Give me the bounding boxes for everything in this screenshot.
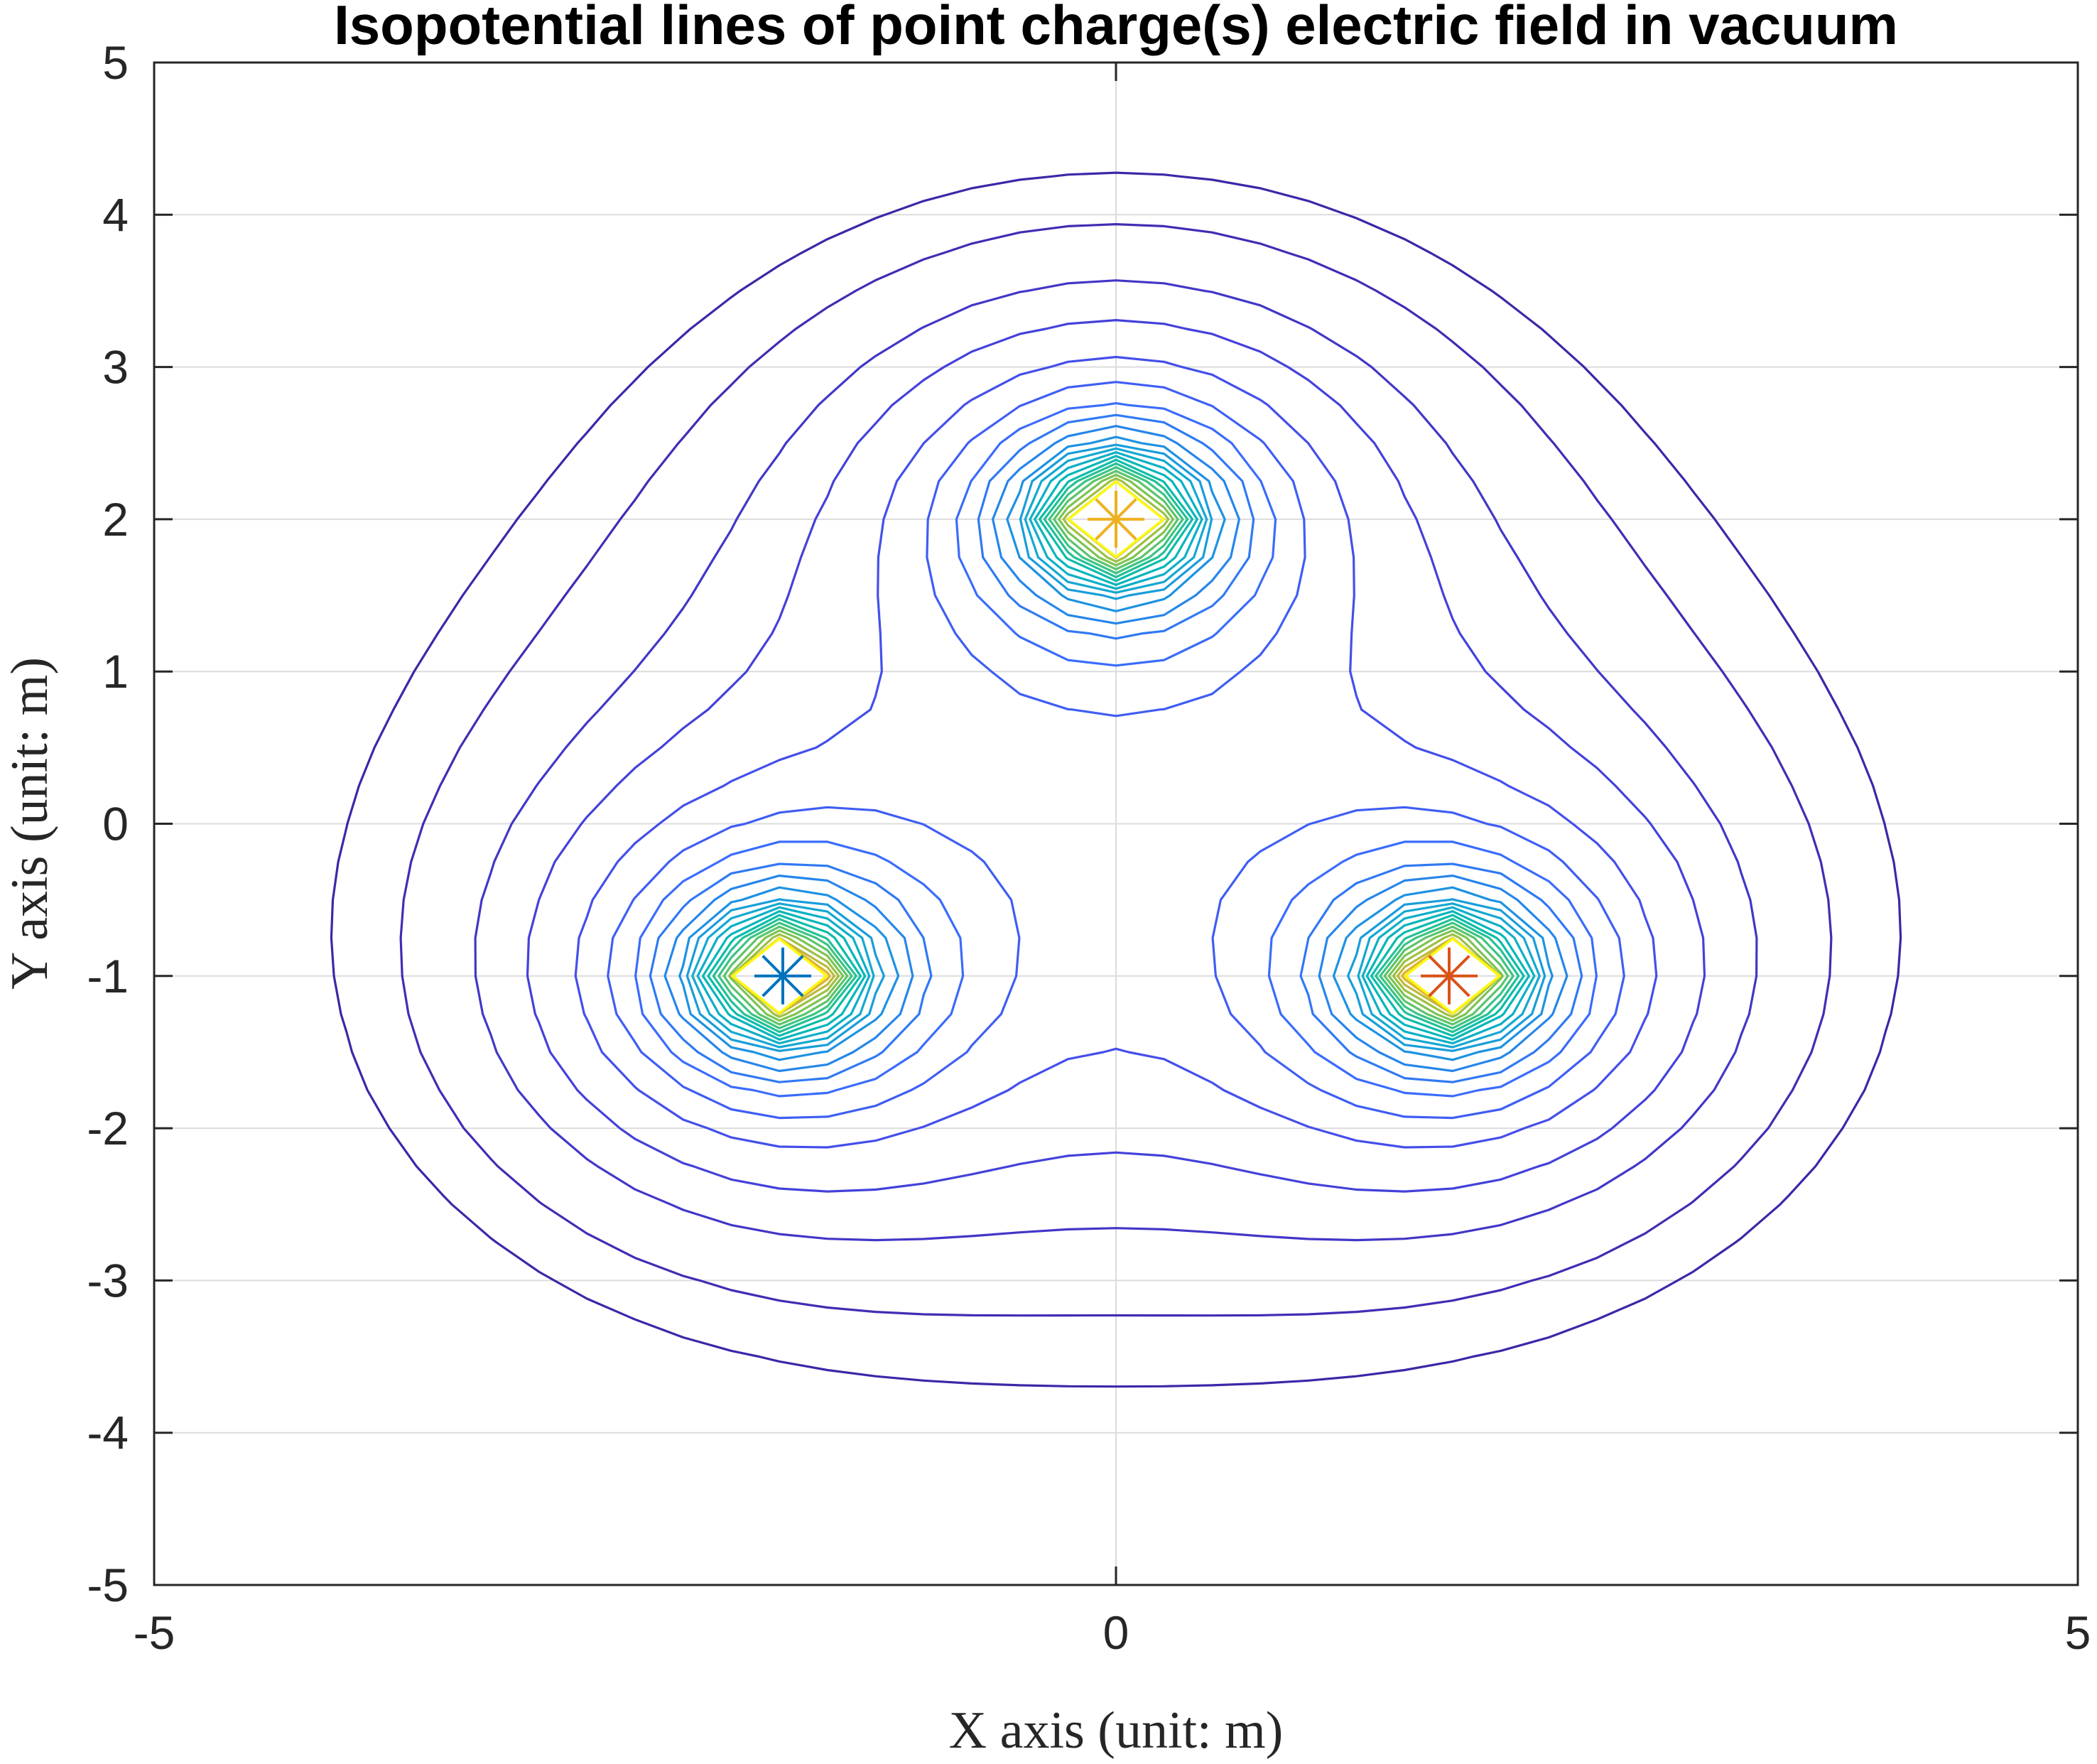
y-tick-label: -5 — [87, 1559, 129, 1611]
charge-marker — [1421, 948, 1478, 1005]
y-tick-label: -4 — [87, 1407, 129, 1459]
x-tick-label: -5 — [134, 1606, 175, 1659]
y-tick-label: 1 — [102, 645, 129, 698]
x-tick-label: 5 — [2065, 1606, 2091, 1659]
y-tick-label: 0 — [102, 798, 129, 850]
y-tick-label: 3 — [102, 341, 129, 394]
y-axis-label: Y axis (unit: m) — [1, 657, 59, 990]
y-tick-label: 4 — [102, 188, 129, 241]
charge-marker — [754, 948, 811, 1005]
x-axis-label: X axis (unit: m) — [949, 1701, 1284, 1760]
y-tick-label: -1 — [87, 950, 129, 1002]
chart-title: Isopotential lines of point charge(s) el… — [334, 0, 1898, 56]
y-tick-label: 5 — [102, 36, 129, 89]
y-tick-label: 2 — [102, 493, 129, 546]
y-tick-label: -2 — [87, 1102, 129, 1154]
charge-marker — [1088, 491, 1144, 548]
x-tick-label: 0 — [1103, 1606, 1129, 1659]
y-tick-label: -3 — [87, 1254, 129, 1306]
